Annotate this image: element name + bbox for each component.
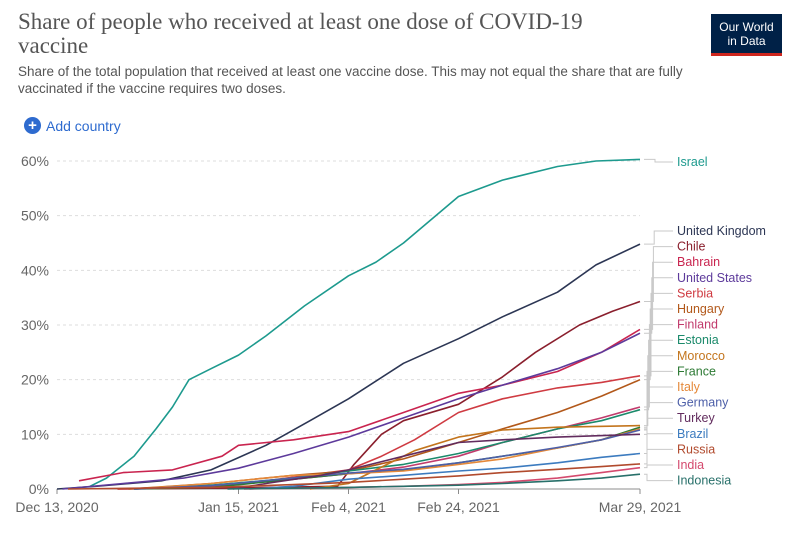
chart-title: Share of people who received at least on… bbox=[18, 9, 583, 58]
series-label-india[interactable]: India bbox=[677, 458, 704, 472]
add-country-label: Add country bbox=[46, 117, 121, 134]
label-leader-line bbox=[644, 246, 673, 302]
grid-lines bbox=[57, 160, 640, 490]
label-leader-line bbox=[644, 261, 673, 330]
label-leader-line bbox=[644, 355, 673, 427]
y-tick-label: 50% bbox=[21, 208, 49, 224]
label-leader-line bbox=[644, 277, 673, 334]
label-leader-line bbox=[644, 464, 673, 469]
series-line-united-states bbox=[62, 332, 641, 490]
series-label-united-states[interactable]: United States bbox=[677, 271, 752, 285]
line-chart: 0% 10% 20% 30% 40% 50% 60% Dec 13, 2020 Jan 15,… bbox=[15, 153, 766, 515]
series-label-finland[interactable]: Finland bbox=[677, 318, 718, 332]
series-line-bahrain bbox=[78, 328, 641, 482]
y-tick-label: 30% bbox=[21, 317, 49, 333]
series-label-bahrain[interactable]: Bahrain bbox=[677, 255, 720, 269]
x-tick-label: Jan 15, 2021 bbox=[198, 499, 279, 515]
label-leader-line bbox=[644, 417, 673, 435]
series-label-germany[interactable]: Germany bbox=[677, 396, 729, 410]
label-leader-line bbox=[644, 448, 673, 465]
series-label-turkey[interactable]: Turkey bbox=[677, 411, 715, 425]
label-leader-line bbox=[644, 433, 673, 454]
series-line-indonesia bbox=[227, 473, 641, 490]
series-label-israel[interactable]: Israel bbox=[677, 155, 708, 169]
series-label-estonia[interactable]: Estonia bbox=[677, 333, 719, 347]
label-leader-line bbox=[644, 402, 673, 431]
label-leader-line bbox=[644, 473, 673, 482]
series-line-chile bbox=[117, 300, 641, 490]
series-line-turkey bbox=[232, 433, 641, 490]
our-world-in-data-logo[interactable]: Our World in Data bbox=[711, 14, 782, 56]
x-tick-label: Feb 4, 2021 bbox=[311, 499, 386, 515]
logo-accent-bar bbox=[711, 53, 782, 56]
y-tick-label: 60% bbox=[21, 153, 49, 169]
y-tick-label: 20% bbox=[21, 372, 49, 388]
label-leader-line bbox=[644, 339, 673, 411]
series-label-hungary[interactable]: Hungary bbox=[677, 302, 725, 316]
label-leader-line bbox=[644, 158, 673, 163]
series-line-russia bbox=[67, 463, 641, 490]
add-country-button[interactable]: + Add country bbox=[24, 117, 121, 134]
logo-line-1: Our World bbox=[719, 20, 774, 34]
series-label-chile[interactable]: Chile bbox=[677, 240, 706, 254]
chart-subtitle: Share of the total population that recei… bbox=[18, 64, 683, 96]
series-label-united-kingdom[interactable]: United Kingdom bbox=[677, 224, 766, 238]
series-label-brazil[interactable]: Brazil bbox=[677, 427, 708, 441]
series-label-italy[interactable]: Italy bbox=[677, 380, 701, 394]
series-line-israel bbox=[89, 158, 641, 488]
series-label-serbia[interactable]: Serbia bbox=[677, 286, 713, 300]
y-tick-label: 10% bbox=[21, 426, 49, 442]
label-leader-line bbox=[644, 230, 673, 245]
series-lines bbox=[56, 158, 673, 490]
series-label-france[interactable]: France bbox=[677, 364, 716, 378]
x-tick-label: Dec 13, 2020 bbox=[15, 499, 98, 515]
y-tick-label: 0% bbox=[29, 481, 49, 497]
y-axis: 0% 10% 20% 30% 40% 50% 60% bbox=[21, 153, 49, 497]
series-label-russia[interactable]: Russia bbox=[677, 442, 715, 456]
series-label-indonesia[interactable]: Indonesia bbox=[677, 474, 731, 488]
series-label-morocco[interactable]: Morocco bbox=[677, 349, 725, 363]
series-line-morocco bbox=[309, 424, 641, 490]
series-line-germany bbox=[133, 429, 641, 490]
y-tick-label: 40% bbox=[21, 262, 49, 278]
x-tick-label: Feb 24, 2021 bbox=[417, 499, 500, 515]
plus-circle-icon: + bbox=[24, 117, 41, 134]
x-tick-label: Mar 29, 2021 bbox=[599, 499, 682, 515]
logo-line-2: in Data bbox=[727, 34, 766, 48]
x-axis: Dec 13, 2020 Jan 15, 2021 Feb 4, 2021 Feb 2… bbox=[15, 489, 681, 515]
series-line-united-kingdom bbox=[56, 243, 641, 490]
